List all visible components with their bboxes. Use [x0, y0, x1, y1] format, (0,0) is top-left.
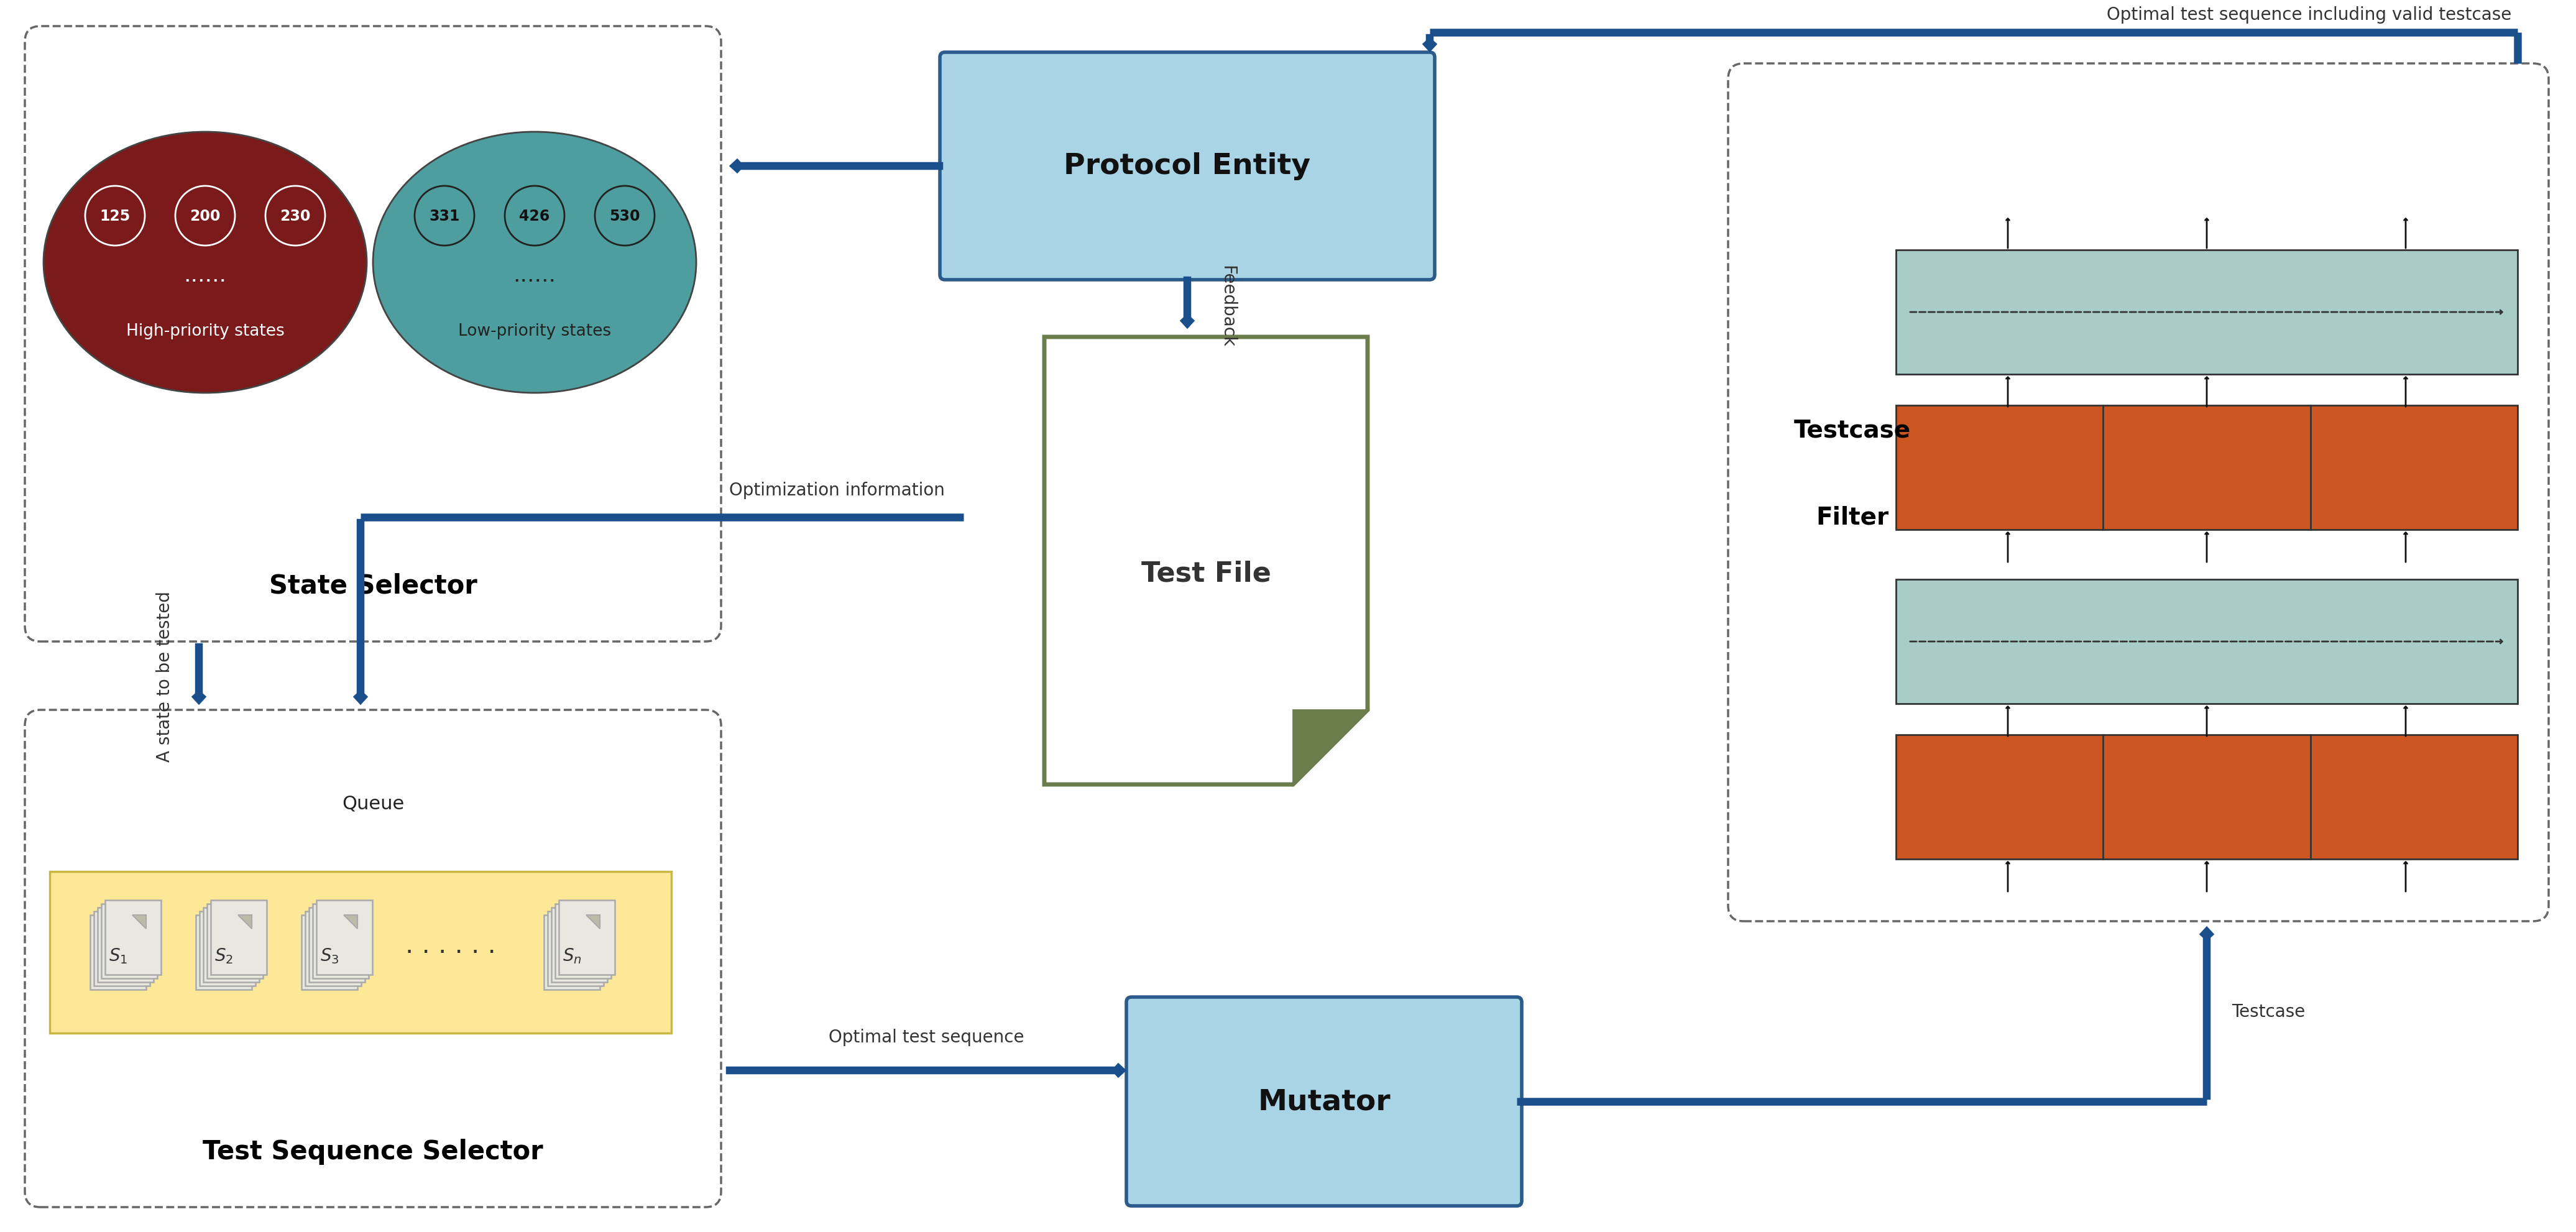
- FancyBboxPatch shape: [106, 901, 160, 975]
- Ellipse shape: [374, 132, 696, 393]
- Text: Testcase: Testcase: [2231, 1003, 2306, 1020]
- Text: Test File: Test File: [1141, 561, 1270, 586]
- FancyBboxPatch shape: [940, 53, 1435, 280]
- Text: $S_n$: $S_n$: [562, 946, 582, 965]
- FancyBboxPatch shape: [554, 904, 611, 978]
- Text: Queue: Queue: [343, 795, 404, 812]
- Text: 200: 200: [191, 208, 222, 224]
- FancyBboxPatch shape: [304, 912, 361, 986]
- FancyBboxPatch shape: [551, 908, 608, 982]
- Text: Low-priority states: Low-priority states: [459, 323, 611, 339]
- Text: Test Sequence Selector: Test Sequence Selector: [204, 1138, 544, 1164]
- Text: 230: 230: [281, 208, 312, 224]
- Text: · · · · · ·: · · · · · ·: [404, 939, 497, 966]
- Text: Optimal test sequence: Optimal test sequence: [829, 1029, 1025, 1046]
- Text: Feedback: Feedback: [1218, 265, 1236, 347]
- Text: ......: ......: [513, 265, 556, 286]
- FancyBboxPatch shape: [206, 904, 263, 978]
- FancyBboxPatch shape: [559, 901, 616, 975]
- FancyBboxPatch shape: [93, 912, 149, 986]
- FancyBboxPatch shape: [198, 912, 255, 986]
- Polygon shape: [131, 915, 147, 929]
- FancyBboxPatch shape: [100, 904, 157, 978]
- Text: Optimization information: Optimization information: [729, 482, 945, 499]
- Bar: [49, 872, 672, 1034]
- Bar: [1896, 579, 2517, 703]
- FancyBboxPatch shape: [98, 908, 155, 982]
- Text: A state to be tested: A state to be tested: [157, 590, 173, 761]
- FancyBboxPatch shape: [317, 901, 374, 975]
- FancyBboxPatch shape: [549, 912, 603, 986]
- Text: Testcase: Testcase: [1793, 419, 1911, 442]
- FancyBboxPatch shape: [544, 915, 600, 989]
- Bar: [1896, 250, 2517, 375]
- Text: $S_1$: $S_1$: [108, 946, 126, 965]
- Polygon shape: [1293, 710, 1368, 785]
- Polygon shape: [343, 915, 358, 929]
- Text: Filter: Filter: [1816, 505, 1888, 530]
- Text: 426: 426: [520, 208, 549, 224]
- Text: ......: ......: [183, 265, 227, 286]
- Text: State Selector: State Selector: [268, 573, 477, 599]
- Text: 125: 125: [100, 208, 131, 224]
- Polygon shape: [1043, 338, 1368, 785]
- Text: 530: 530: [611, 208, 639, 224]
- Text: 331: 331: [430, 208, 459, 224]
- FancyBboxPatch shape: [211, 901, 268, 975]
- Text: Mutator: Mutator: [1257, 1088, 1391, 1115]
- FancyBboxPatch shape: [196, 915, 252, 989]
- FancyBboxPatch shape: [312, 904, 368, 978]
- Ellipse shape: [44, 132, 366, 393]
- FancyBboxPatch shape: [1126, 997, 1522, 1206]
- Polygon shape: [237, 915, 252, 929]
- Polygon shape: [587, 915, 600, 929]
- Text: Optimal test sequence including valid testcase: Optimal test sequence including valid te…: [2107, 6, 2512, 23]
- Text: $S_3$: $S_3$: [319, 946, 340, 965]
- Bar: [1896, 736, 2517, 859]
- FancyBboxPatch shape: [301, 915, 358, 989]
- Text: Protocol Entity: Protocol Entity: [1064, 153, 1311, 180]
- Bar: [1896, 405, 2517, 530]
- Text: High-priority states: High-priority states: [126, 323, 283, 339]
- Text: $S_2$: $S_2$: [214, 946, 232, 965]
- FancyBboxPatch shape: [90, 915, 147, 989]
- FancyBboxPatch shape: [204, 908, 260, 982]
- FancyBboxPatch shape: [309, 908, 366, 982]
